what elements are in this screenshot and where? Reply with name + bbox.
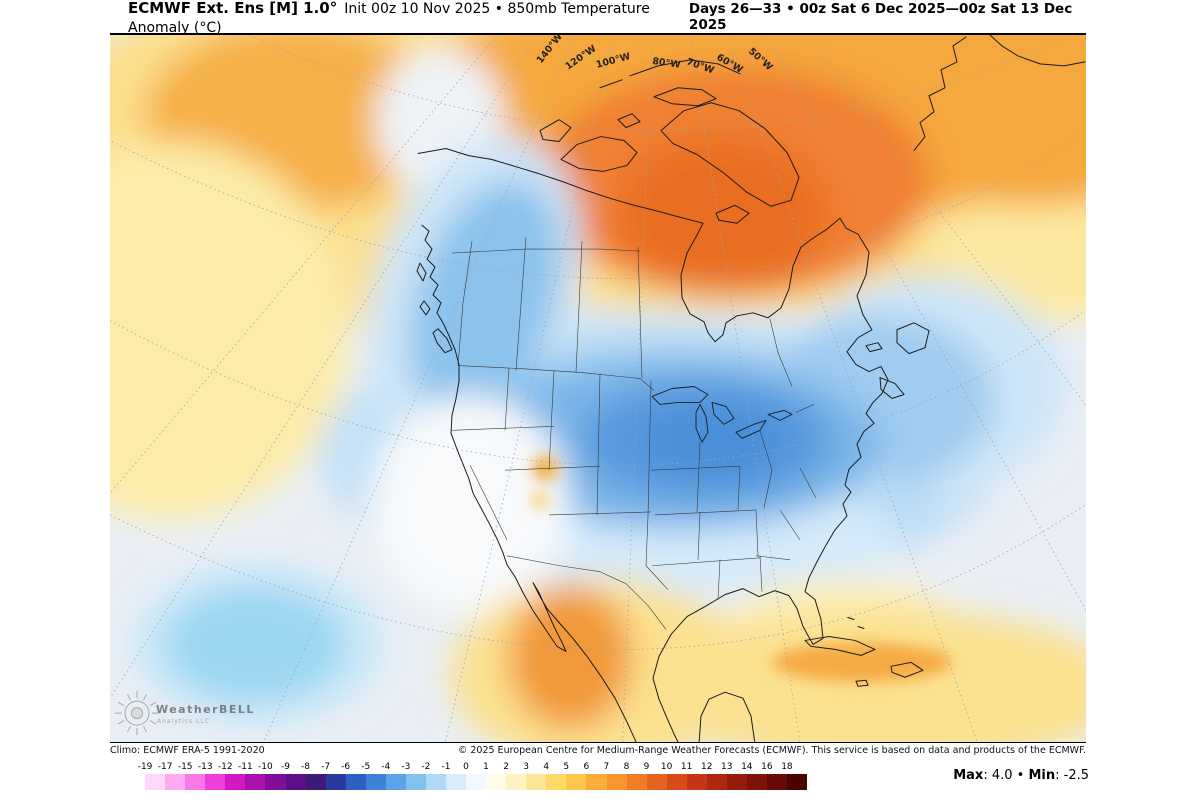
weatherbell-logo: WeatherBELL Analytics LLC — [115, 691, 255, 736]
colorbar-label: 11 — [680, 762, 693, 772]
colorbar-cell — [205, 774, 226, 790]
colorbar-label: -10 — [258, 762, 273, 772]
colorbar-cell — [586, 774, 607, 790]
colorbar-label: 12 — [700, 762, 713, 772]
logo-subtitle: Analytics LLC — [157, 718, 210, 725]
colorbar-cell — [546, 774, 567, 790]
colorbar-cell — [566, 774, 587, 790]
colorbar-label: 18 — [781, 762, 793, 772]
colorbar-cell — [666, 774, 687, 790]
colorbar-cell — [767, 774, 788, 790]
colorbar-cell — [305, 774, 326, 790]
colorbar-label: -11 — [237, 762, 253, 772]
colorbar-cell — [245, 774, 266, 790]
max-label: Max — [953, 768, 984, 783]
title-model: ECMWF Ext. Ens [M] 1.0° — [128, 0, 338, 17]
colorbar-cell — [606, 774, 627, 790]
max-value: : 4.0 — [983, 768, 1017, 783]
anomaly-shading — [110, 35, 1086, 742]
colorbar-cell — [706, 774, 727, 790]
colorbar-cell — [225, 774, 246, 790]
colorbar-cell — [285, 774, 306, 790]
colorbar-label: -1 — [441, 762, 451, 772]
colorbar-cell — [125, 774, 146, 790]
colorbar-cell — [365, 774, 386, 790]
colorbar-cell — [726, 774, 747, 790]
colorbar-label: -12 — [217, 762, 233, 772]
colorbar-cell — [165, 774, 186, 790]
graticule — [110, 35, 1086, 742]
colorbar-cell — [425, 774, 446, 790]
colorbar-label: -15 — [177, 762, 193, 772]
header: ECMWF Ext. Ens [M] 1.0° Init 00z 10 Nov 2… — [110, 0, 1086, 36]
colorbar-label: 3 — [523, 762, 530, 772]
colorbar-label: -6 — [341, 762, 351, 772]
stats-separator: • — [1016, 768, 1029, 783]
climo-note: Climo: ECMWF ERA-5 1991-2020 — [110, 745, 265, 756]
colorbar-label: -7 — [321, 762, 331, 772]
max-min-stats: Max: 4.0 • Min: -2.5 — [953, 768, 1089, 783]
colorbar-cell — [265, 774, 286, 790]
colorbar-label: 5 — [563, 762, 570, 772]
colorbar-label: -2 — [421, 762, 431, 772]
colorbar-cells — [125, 774, 808, 790]
map-title: ECMWF Ext. Ens [M] 1.0° Init 00z 10 Nov 2… — [128, 0, 689, 36]
sunburst-icon — [115, 691, 159, 736]
colorbar-cell — [345, 774, 366, 790]
colorbar-label: 9 — [643, 762, 650, 772]
colorbar-label: -19 — [137, 762, 153, 772]
colorbar-cell — [185, 774, 206, 790]
colorbar-cell — [145, 774, 166, 790]
colorbar-label: -5 — [361, 762, 371, 772]
colorbar-label: 14 — [741, 762, 753, 772]
colorbar-label: 6 — [583, 762, 590, 772]
colorbar-label: 8 — [623, 762, 630, 772]
colorbar-cell — [787, 774, 808, 790]
colorbar-label: 0 — [463, 762, 469, 772]
colorbar-labels: -19 -17 -15 -13 -12 -11 -10 -9 -8 -7 -6 -5 -4 -3 -2 -1 0… — [125, 762, 807, 774]
colorbar-label: -8 — [301, 762, 311, 772]
colorbar-label: 7 — [603, 762, 610, 772]
logo-name: WeatherBELL — [156, 703, 255, 716]
colorbar-cell — [325, 774, 346, 790]
colorbar-cell — [385, 774, 406, 790]
colorbar-label: -3 — [401, 762, 411, 772]
longitude-label: 80°W — [652, 56, 682, 71]
colorbar-cell — [466, 774, 487, 790]
colorbar-cell — [746, 774, 767, 790]
political-borders — [451, 237, 817, 630]
colorbar-cell — [446, 774, 467, 790]
colorbar-cell — [686, 774, 707, 790]
colorbar-cell — [646, 774, 667, 790]
copyright-note: © 2025 European Centre for Medium-Range … — [457, 745, 1086, 756]
anomaly-shading-fine — [531, 455, 952, 683]
colorbar-cell — [626, 774, 647, 790]
colorbar-label: 1 — [483, 762, 489, 772]
colorbar-label: -9 — [280, 762, 290, 772]
colorbar-label: 13 — [721, 762, 733, 772]
anomaly-map: 140°W 120°W 100°W 80°W 70°W 60°W 50°W We… — [110, 35, 1086, 742]
valid-range: Days 26—33 • 00z Sat 6 Dec 2025—00z Sat … — [688, 0, 1073, 33]
colorbar-cell — [405, 774, 426, 790]
title-init-variable: Init 00z 10 Nov 2025 • 850mb Temperature… — [128, 0, 650, 36]
colorbar-label: 16 — [761, 762, 773, 772]
colorbar-cell — [506, 774, 527, 790]
min-value: : -2.5 — [1055, 768, 1089, 783]
colorbar-cell — [526, 774, 547, 790]
attribution-bar: Climo: ECMWF ERA-5 1991-2020 © 2025 Euro… — [110, 745, 1086, 756]
colorbar-label: 10 — [660, 762, 673, 772]
colorbar-label: -13 — [197, 762, 213, 772]
colorbar-label: 4 — [543, 762, 550, 772]
colorbar-label: -4 — [381, 762, 391, 772]
coastlines — [416, 35, 1086, 742]
map-area: 140°W 120°W 100°W 80°W 70°W 60°W 50°W We… — [110, 33, 1086, 743]
colorbar-label: -17 — [157, 762, 173, 772]
min-label: Min — [1028, 768, 1056, 783]
colorbar-label: 2 — [503, 762, 509, 772]
colorbar-cell — [486, 774, 507, 790]
colorbar: -19 -17 -15 -13 -12 -11 -10 -9 -8 -7 -6 -5 -4 -3 -2 -1 0… — [125, 762, 808, 790]
